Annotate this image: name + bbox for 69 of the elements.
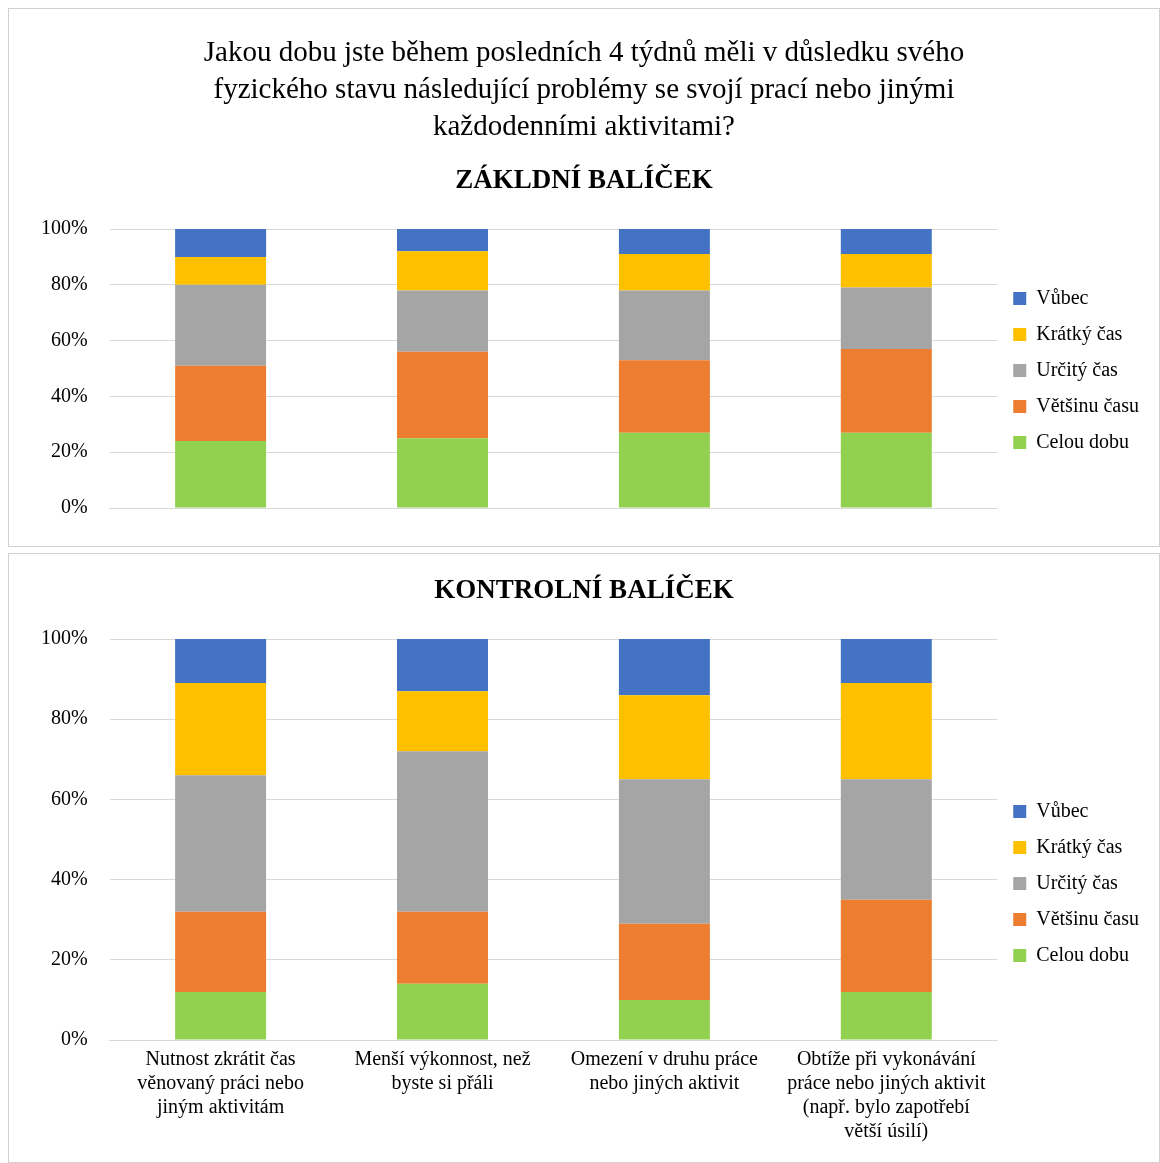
bar	[618, 229, 710, 255]
bar	[618, 254, 710, 291]
y-tick-label: 100%	[40, 626, 88, 649]
bar	[618, 290, 710, 361]
y-tick-label: 0%	[60, 1027, 88, 1050]
bar	[840, 991, 932, 1040]
legend-label: Krátký čas	[1036, 834, 1123, 858]
chart-title: KONTROLNÍ BALÍČEK	[433, 573, 735, 605]
bar	[397, 751, 488, 912]
bar	[175, 365, 267, 442]
bar	[397, 351, 488, 439]
bar	[840, 779, 932, 900]
y-tick-label: 60%	[50, 327, 88, 350]
bar	[618, 432, 710, 508]
y-tick-label: 20%	[50, 439, 88, 462]
y-tick-label: 40%	[50, 383, 88, 406]
bar	[175, 229, 267, 257]
bar	[175, 911, 267, 992]
legend-label: Celou dobu	[1036, 429, 1130, 452]
bar	[840, 287, 932, 349]
bar	[175, 991, 267, 1040]
bar	[175, 441, 267, 508]
legend-label: Vůbec	[1036, 798, 1089, 821]
bar	[840, 229, 932, 255]
chart-title: Jakou dobu jste během posledních 4 týdnů měli v důsledku svého fyzického stavu následující problémy se svojí prací nebo jinými každodenními aktivitami?	[202, 34, 966, 143]
bar	[397, 911, 488, 984]
bar	[840, 683, 932, 780]
bar	[840, 432, 932, 508]
x-tick-label: Omezení v druhu práce nebo jiných aktivit	[570, 1047, 759, 1095]
y-tick-label: 100%	[40, 216, 88, 239]
bar	[175, 639, 267, 684]
bar	[618, 695, 710, 780]
y-tick-label: 80%	[50, 706, 88, 729]
legend-label: Většinu času	[1036, 393, 1140, 416]
legend-label: Krátký čas	[1036, 321, 1123, 345]
x-tick-label: Obtíže při vykonávání práce nebo jiných aktivit (např. bylo zapotřebí větší úsilí)	[787, 1047, 986, 1143]
legend-label: Většinu času	[1036, 906, 1140, 929]
bar	[618, 360, 710, 433]
bar	[175, 256, 267, 285]
bar	[397, 438, 488, 508]
bar	[840, 899, 932, 992]
bar	[397, 983, 488, 1040]
chart-subtitle: ZÁKLDNÍ BALÍČEK	[454, 163, 714, 195]
x-tick-label: Menší výkonnost, než byste si přáli	[354, 1047, 531, 1095]
bar	[397, 691, 488, 752]
bar	[618, 779, 710, 924]
legend-label: Celou dobu	[1036, 942, 1130, 965]
bar	[397, 639, 488, 692]
legend-label: Určitý čas	[1036, 357, 1119, 381]
bar	[618, 923, 710, 1000]
bar	[175, 775, 267, 912]
legend-label: Určitý čas	[1036, 870, 1119, 894]
y-tick-label: 40%	[50, 866, 88, 889]
bar	[175, 284, 267, 366]
bar	[175, 683, 267, 776]
bar	[397, 229, 488, 252]
bar	[618, 639, 710, 696]
bar	[618, 999, 710, 1040]
bar	[840, 348, 932, 433]
x-tick-label: Nutnost zkrátit čas věnovaný práci nebo jiným aktivitám	[137, 1047, 304, 1119]
y-tick-label: 60%	[50, 786, 88, 809]
legend-label: Vůbec	[1036, 285, 1089, 308]
y-tick-label: 80%	[50, 272, 88, 295]
bar	[840, 254, 932, 288]
bar	[397, 290, 488, 352]
bar	[840, 639, 932, 684]
y-tick-label: 0%	[60, 495, 88, 518]
y-tick-label: 20%	[50, 947, 88, 970]
bar	[397, 251, 488, 291]
